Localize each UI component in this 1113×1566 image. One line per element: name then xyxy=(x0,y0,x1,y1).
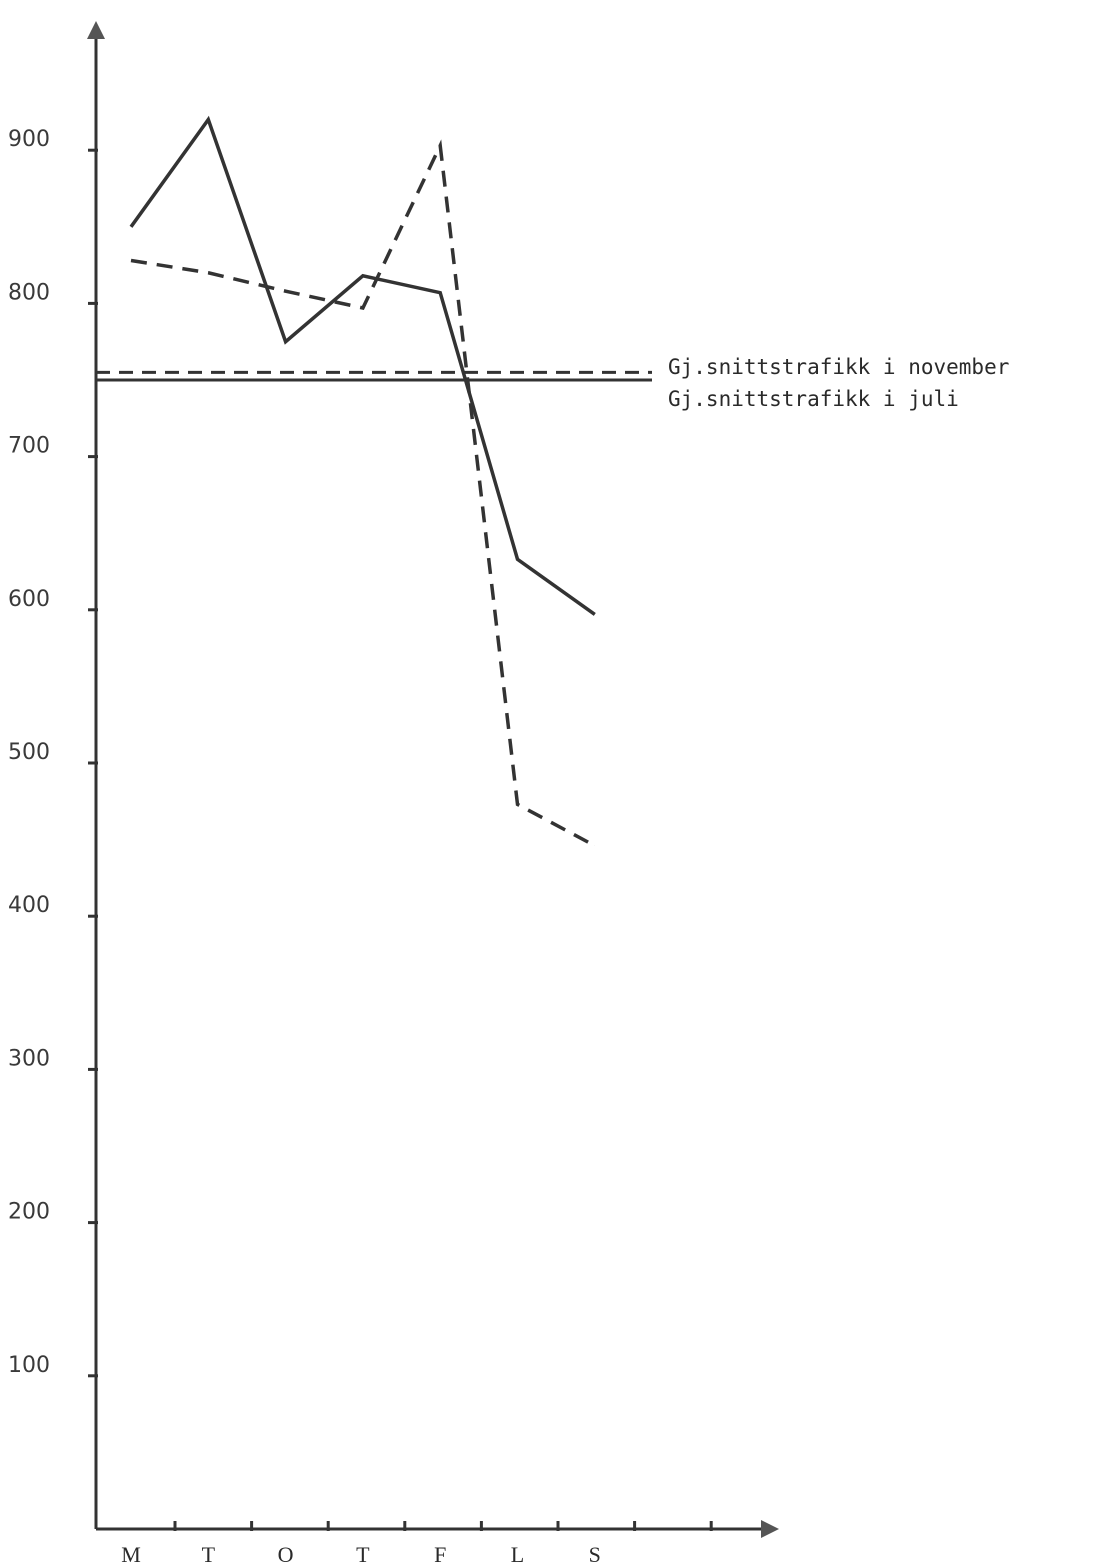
y-tick-label: 900 xyxy=(8,127,50,152)
series-line-dashed xyxy=(130,139,596,848)
y-tick-label: 800 xyxy=(8,280,50,305)
y-tick-label: 100 xyxy=(8,1353,50,1378)
y-tick-label: 700 xyxy=(8,434,50,459)
series-line-solid xyxy=(129,115,596,616)
y-tick-label: 300 xyxy=(8,1046,50,1071)
x-tick-label: T xyxy=(356,1542,370,1566)
legend: Gj.snittstrafikk i november Gj.snittstraf… xyxy=(668,355,1009,411)
data-series xyxy=(129,115,596,848)
y-tick-label: 600 xyxy=(8,587,50,612)
y-tick-label: 500 xyxy=(8,740,50,765)
reference-lines xyxy=(96,370,652,382)
y-axis-ticks: 100 200 300 400 500 600 700 800 900 xyxy=(8,127,98,1378)
x-tick-label: L xyxy=(511,1542,524,1566)
legend-label: Gj.snittstrafikk i november xyxy=(668,355,1009,379)
x-tick-label: T xyxy=(202,1542,216,1566)
y-tick-label: 400 xyxy=(8,893,50,918)
x-tick-label: O xyxy=(278,1542,294,1566)
y-tick-label: 200 xyxy=(8,1200,50,1225)
axes xyxy=(87,21,779,1538)
x-tick-label: S xyxy=(589,1542,601,1566)
legend-label: Gj.snittstrafikk i juli xyxy=(668,387,959,411)
x-tick-label: M xyxy=(121,1542,141,1566)
x-tick-label: F xyxy=(434,1542,446,1566)
